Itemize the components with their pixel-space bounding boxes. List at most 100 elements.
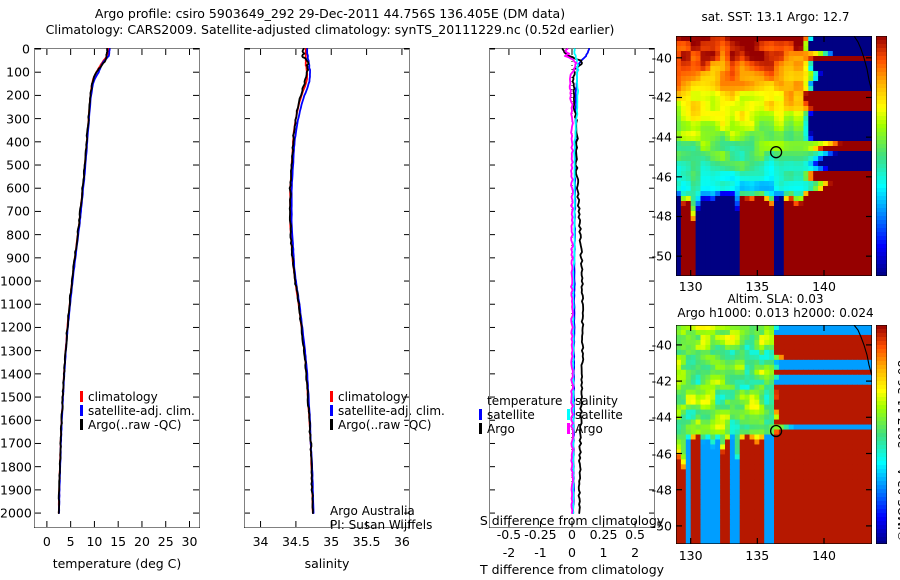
- map-grid-cell: [774, 141, 780, 147]
- map-grid-cell: [744, 136, 751, 142]
- map-grid-cell: [725, 201, 731, 207]
- map-grid-cell: [739, 216, 746, 222]
- map-grid-cell: [764, 116, 770, 122]
- map-grid-cell: [852, 384, 858, 391]
- map-grid-cell: [695, 539, 702, 544]
- map-grid-cell: [818, 216, 824, 222]
- map-grid-cell: [842, 404, 849, 411]
- map-grid-cell: [808, 251, 814, 257]
- map-grid-cell: [808, 344, 814, 351]
- map-grid-cell: [715, 81, 721, 87]
- map-grid-cell: [832, 131, 839, 137]
- map-grid-cell: [857, 86, 863, 92]
- map-grid-cell: [793, 36, 800, 42]
- map-grid-cell: [818, 211, 824, 217]
- map-grid-cell: [685, 81, 692, 87]
- map-grid-cell: [847, 166, 853, 172]
- map-grid-cell: [690, 344, 697, 351]
- map-grid-cell: [783, 399, 790, 406]
- map-grid-cell: [832, 166, 839, 172]
- map-grid-cell: [783, 519, 790, 525]
- axis-tick-label: 36: [393, 534, 410, 549]
- map-grid-cell: [720, 449, 726, 456]
- map-grid-cell: [729, 394, 736, 401]
- map-grid-cell: [818, 241, 824, 247]
- map-grid-cell: [749, 206, 755, 212]
- map-grid-cell: [867, 419, 872, 426]
- map-grid-cell: [739, 141, 746, 147]
- map-grid-cell: [739, 429, 746, 436]
- map-grid-cell: [842, 374, 849, 381]
- map-grid-cell: [720, 424, 726, 431]
- sla-map-tick-marks: [676, 325, 872, 544]
- map-grid-cell: [857, 474, 863, 480]
- map-grid-cell: [857, 494, 863, 500]
- map-grid-cell: [857, 449, 863, 456]
- sla-colorbar-gradient: [876, 325, 887, 544]
- map-grid-cell: [749, 81, 755, 87]
- map-grid-cell: [837, 211, 844, 217]
- map-grid-cell: [764, 444, 770, 451]
- map-grid-cell: [725, 261, 731, 267]
- map-grid-cell: [798, 404, 804, 411]
- map-grid-cell: [803, 86, 809, 92]
- map-grid-cell: [739, 339, 746, 346]
- map-grid-cell: [725, 151, 731, 157]
- map-grid-cell: [754, 146, 760, 152]
- map-grid-cell: [798, 329, 804, 336]
- map-grid-cell: [759, 524, 765, 530]
- map-grid-cell: [720, 469, 726, 475]
- map-grid-cell: [852, 216, 858, 222]
- map-grid-cell: [827, 236, 834, 242]
- map-grid-cell: [778, 176, 785, 182]
- map-grid-cell: [725, 359, 731, 366]
- map-grid-cell: [774, 494, 780, 500]
- map-grid-cell: [680, 379, 687, 386]
- map-grid-cell: [769, 191, 775, 197]
- map-grid-cell: [685, 191, 692, 197]
- map-grid-cell: [754, 364, 760, 371]
- map-grid-cell: [862, 136, 868, 142]
- axis-tick-label: 34: [252, 534, 269, 549]
- map-grid-cell: [685, 231, 692, 237]
- map-grid-cell: [788, 91, 795, 97]
- map-grid-cell: [842, 474, 849, 480]
- map-grid-cell: [798, 186, 804, 192]
- map-grid-cell: [837, 479, 844, 485]
- coastline: [853, 36, 872, 93]
- map-grid-cell: [813, 334, 819, 341]
- map-grid-cell: [867, 524, 872, 530]
- map-grid-cell: [793, 459, 800, 465]
- map-grid-cell: [783, 261, 790, 267]
- map-grid-cell: [680, 499, 687, 505]
- map-grid-cell: [778, 61, 785, 67]
- map-grid-cell: [749, 121, 755, 127]
- map-grid-cell: [788, 464, 795, 470]
- map-grid-cell: [685, 479, 692, 485]
- map-grid-cell: [720, 499, 726, 505]
- map-grid-cell: [827, 136, 834, 142]
- map-grid-cell: [729, 76, 736, 82]
- map-grid-cell: [759, 469, 765, 475]
- map-grid-cell: [783, 449, 790, 456]
- map-grid-cell: [774, 221, 780, 227]
- map-grid-cell: [842, 394, 849, 401]
- map-grid-cell: [847, 241, 853, 247]
- map-grid-cell: [852, 419, 858, 426]
- map-grid-cell: [818, 56, 824, 62]
- map-grid-cell: [720, 359, 726, 366]
- map-grid-cell: [680, 524, 687, 530]
- map-grid-cell: [734, 141, 741, 147]
- legend-item-satellite-adj: satellite-adj. clim.: [80, 404, 195, 418]
- map-grid-cell: [700, 399, 706, 406]
- map-grid-cell: [808, 434, 814, 441]
- map-grid-cell: [695, 191, 702, 197]
- map-grid-cell: [720, 409, 726, 416]
- map-grid-cell: [685, 379, 692, 386]
- map-grid-cell: [818, 329, 824, 336]
- map-grid-cell: [827, 399, 834, 406]
- map-grid-cell: [676, 409, 682, 416]
- map-grid-cell: [862, 529, 868, 535]
- map-grid-cell: [754, 499, 760, 505]
- map-grid-cell: [749, 131, 755, 137]
